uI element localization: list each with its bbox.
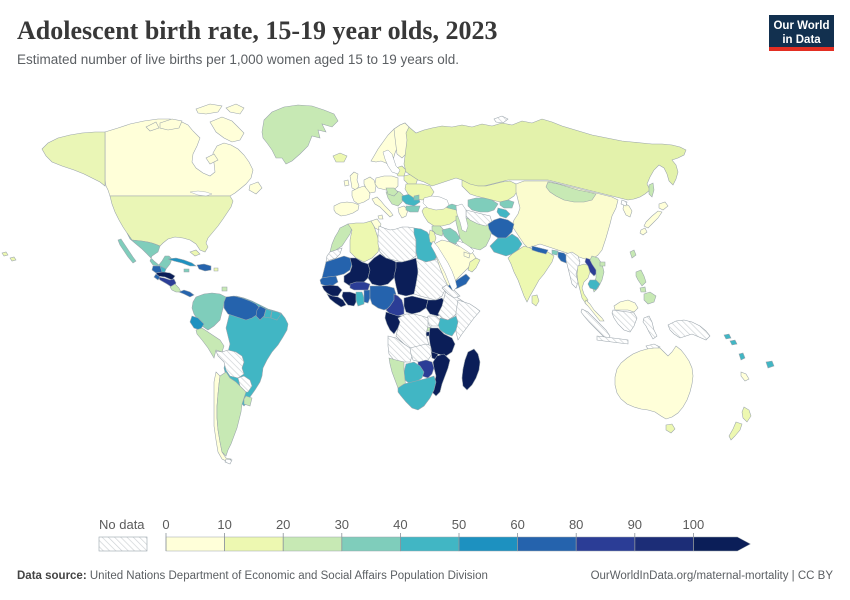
svg-text:80: 80 — [569, 517, 583, 532]
svg-text:40: 40 — [393, 517, 407, 532]
svg-text:30: 30 — [335, 517, 349, 532]
svg-text:10: 10 — [217, 517, 231, 532]
svg-text:0: 0 — [162, 517, 169, 532]
svg-text:20: 20 — [276, 517, 290, 532]
svg-text:No data: No data — [99, 517, 145, 532]
svg-text:100: 100 — [683, 517, 705, 532]
svg-text:50: 50 — [452, 517, 466, 532]
svg-text:90: 90 — [628, 517, 642, 532]
svg-text:60: 60 — [510, 517, 524, 532]
